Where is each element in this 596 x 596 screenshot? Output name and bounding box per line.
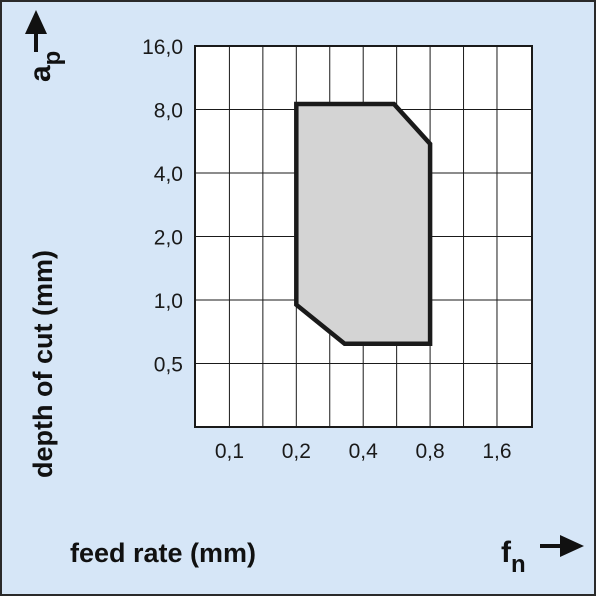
x-symbol-main: f [501, 536, 512, 569]
y-symbol-sub: p [39, 51, 66, 66]
operating-region [294, 101, 433, 347]
x-symbol: fn [501, 536, 526, 578]
x-arrow-icon [540, 535, 584, 557]
x-axis-title: feed rate (mm) [70, 538, 256, 568]
y-tick-labels: 0,5 1,0 2,0 4,0 8,0 16,0 [142, 36, 183, 377]
y-symbol: ap [24, 51, 66, 82]
x-tick-label: 0,1 [215, 440, 244, 463]
y-axis-title: depth of cut (mm) [28, 250, 58, 478]
x-tick-label: 0,8 [415, 440, 444, 463]
x-tick-labels: 0,1 0,2 0,4 0,8 1,6 [215, 440, 512, 463]
y-tick-label: 8,0 [154, 100, 183, 123]
y-tick-label: 16,0 [142, 36, 183, 59]
y-symbol-main: a [24, 65, 57, 82]
x-tick-label: 1,6 [482, 440, 511, 463]
y-arrow-icon [25, 10, 47, 52]
y-tick-label: 4,0 [154, 163, 183, 186]
y-tick-label: 2,0 [154, 227, 183, 250]
x-tick-label: 0,4 [349, 440, 379, 463]
y-tick-label: 1,0 [154, 290, 183, 313]
y-tick-label: 0,5 [154, 354, 183, 377]
plot-border [194, 45, 533, 428]
x-tick-label: 0,2 [282, 440, 311, 463]
x-symbol-sub: n [511, 551, 526, 578]
